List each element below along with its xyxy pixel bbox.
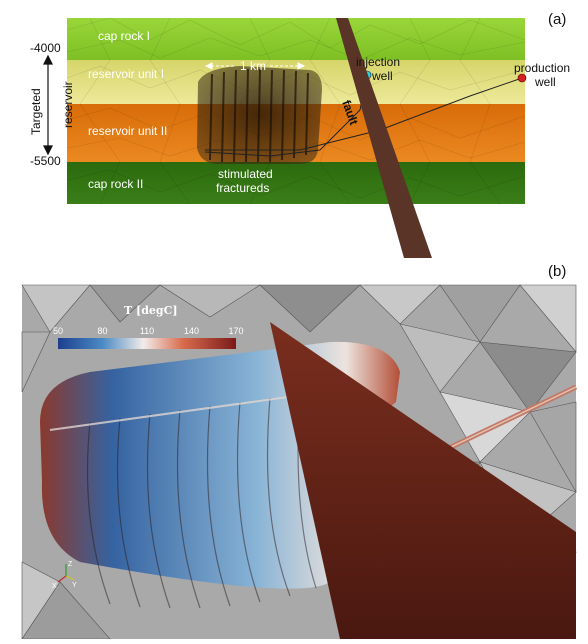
axis-x-label: X	[52, 583, 57, 590]
depth-axis-label-1: Targeted	[29, 88, 43, 135]
colorbar-tick-label: 80	[97, 326, 107, 336]
layer-label-reservoir-1: reservoir unit I	[88, 67, 164, 81]
production-well-marker	[517, 73, 527, 83]
depth-top-label: -4000	[30, 41, 61, 55]
fault-plane	[336, 18, 432, 258]
cap-rock-2-layer	[67, 162, 525, 204]
depth-bottom-label: -5500	[30, 154, 61, 168]
injection-well-label-2: well	[371, 69, 393, 83]
colorbar	[58, 338, 236, 349]
panel-b-tag: (b)	[548, 263, 566, 280]
fractures-label-line1: stimulated	[218, 167, 273, 181]
panel-a-tag: (a)	[548, 11, 566, 28]
panel-b-temperature-field: T [degC] 50 80 110 140 170 Z Y X (b)	[0, 262, 588, 641]
axis-z-label: Z	[68, 561, 73, 568]
injection-well-label-1: injection	[356, 55, 400, 69]
stimulated-fracture-zone	[197, 66, 322, 164]
layer-label-cap-rock-1: cap rock I	[98, 29, 150, 43]
panel-a-geological-model: 1 km cap rock I reservoir unit I reservo…	[0, 0, 588, 262]
cap-rock-1-layer	[67, 18, 525, 62]
colorbar-tick-label: 110	[140, 326, 154, 336]
colorbar-tick-label: 170	[228, 326, 243, 336]
layer-label-cap-rock-2: cap rock II	[88, 177, 143, 191]
scale-bar	[204, 62, 306, 70]
depth-arrow	[43, 54, 53, 156]
production-well-label-2: well	[534, 75, 556, 89]
layer-label-reservoir-2: reservoir unit II	[88, 124, 167, 138]
colorbar-tick-label: 140	[184, 326, 199, 336]
scale-label: 1 km	[240, 59, 266, 73]
axis-y-label: Y	[72, 582, 77, 589]
depth-axis-label-2: reservoir	[61, 81, 75, 128]
colorbar-ticks: 50 80 110 140 170	[53, 326, 244, 336]
production-well-label-1: production	[514, 61, 570, 75]
fractures-label-line2: fractureds	[216, 181, 269, 195]
orientation-axes: Z Y X	[52, 561, 77, 590]
fault-plane	[270, 322, 576, 639]
colorbar-title: T [degC]	[124, 304, 178, 317]
colorbar-tick-label: 50	[53, 326, 63, 336]
